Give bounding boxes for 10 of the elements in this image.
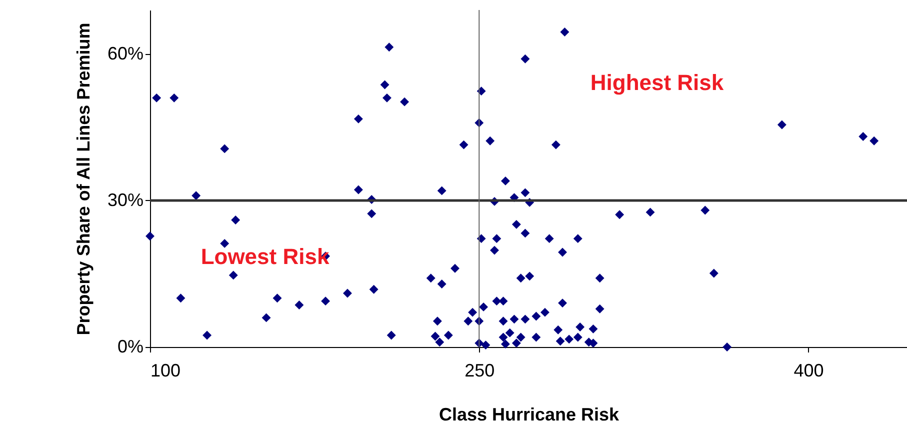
- y-axis-title: Property Share of All Lines Premium: [73, 22, 94, 336]
- x-tick-label: 100: [150, 360, 181, 380]
- x-axis-title: Class Hurricane Risk: [438, 404, 620, 424]
- y-tick-label: 30%: [107, 190, 144, 210]
- y-tick-label: 0%: [117, 336, 144, 356]
- x-tick-label: 400: [794, 360, 824, 380]
- annotation: Highest Risk: [590, 70, 724, 95]
- annotation: Lowest Risk: [200, 244, 330, 269]
- x-tick-label: 250: [464, 360, 495, 380]
- y-tick-label: 60%: [107, 43, 144, 64]
